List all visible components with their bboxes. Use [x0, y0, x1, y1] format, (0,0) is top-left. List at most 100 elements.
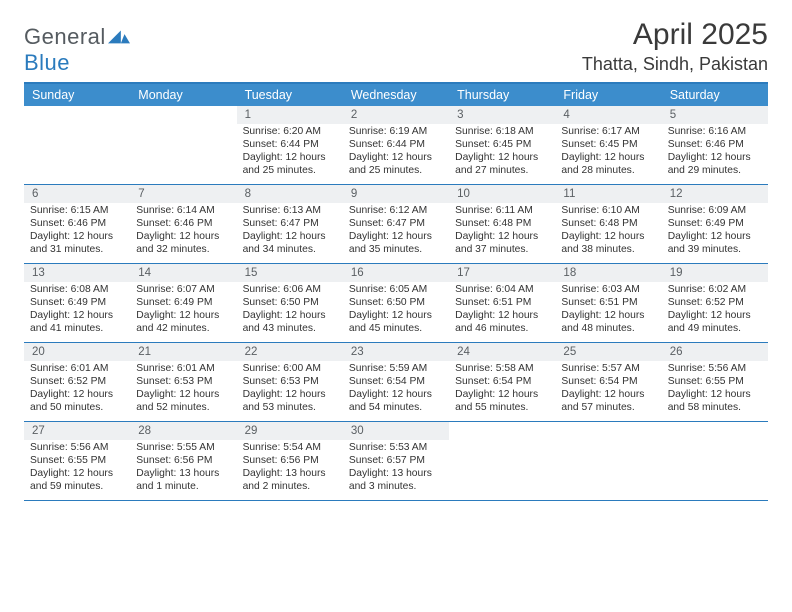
day-details: Sunrise: 6:02 AMSunset: 6:52 PMDaylight:…	[662, 284, 768, 339]
day-of-week: Thursday	[449, 84, 555, 106]
logo-word1: General	[24, 24, 106, 49]
day-cell: 19Sunrise: 6:02 AMSunset: 6:52 PMDayligh…	[662, 264, 768, 342]
daylight-text: Daylight: 12 hours and 29 minutes.	[668, 152, 762, 178]
daylight-text: Daylight: 12 hours and 52 minutes.	[136, 389, 230, 415]
day-number: 29	[237, 422, 343, 440]
day-cell: 8Sunrise: 6:13 AMSunset: 6:47 PMDaylight…	[237, 185, 343, 263]
day-number: 10	[449, 185, 555, 203]
daylight-text: Daylight: 12 hours and 28 minutes.	[561, 152, 655, 178]
day-number: 16	[343, 264, 449, 282]
day-number: 25	[555, 343, 661, 361]
day-details: Sunrise: 6:11 AMSunset: 6:48 PMDaylight:…	[449, 205, 555, 260]
day-number: 21	[130, 343, 236, 361]
day-cell: 22Sunrise: 6:00 AMSunset: 6:53 PMDayligh…	[237, 343, 343, 421]
daylight-text: Daylight: 12 hours and 59 minutes.	[30, 468, 124, 494]
logo-mark-icon	[106, 24, 130, 49]
day-of-week: Tuesday	[237, 84, 343, 106]
sunrise-text: Sunrise: 6:08 AM	[30, 284, 124, 297]
day-cell: 18Sunrise: 6:03 AMSunset: 6:51 PMDayligh…	[555, 264, 661, 342]
sunrise-text: Sunrise: 5:56 AM	[30, 442, 124, 455]
day-of-week: Sunday	[24, 84, 130, 106]
sunset-text: Sunset: 6:48 PM	[455, 218, 549, 231]
daylight-text: Daylight: 12 hours and 31 minutes.	[30, 231, 124, 257]
daylight-text: Daylight: 12 hours and 27 minutes.	[455, 152, 549, 178]
day-cell: 2Sunrise: 6:19 AMSunset: 6:44 PMDaylight…	[343, 106, 449, 184]
daylight-text: Daylight: 12 hours and 41 minutes.	[30, 310, 124, 336]
day-details: Sunrise: 6:01 AMSunset: 6:53 PMDaylight:…	[130, 363, 236, 418]
calendar: SundayMondayTuesdayWednesdayThursdayFrid…	[24, 82, 768, 501]
day-cell: 1Sunrise: 6:20 AMSunset: 6:44 PMDaylight…	[237, 106, 343, 184]
day-cell: 30 Sunrise: 5:53 AMSunset: 6:57 PMDayligh…	[343, 422, 449, 500]
empty-cell	[24, 106, 130, 184]
day-cell: 26Sunrise: 5:56 AMSunset: 6:55 PMDayligh…	[662, 343, 768, 421]
daylight-text: Daylight: 12 hours and 53 minutes.	[243, 389, 337, 415]
sunset-text: Sunset: 6:53 PM	[136, 376, 230, 389]
sunrise-text: Sunrise: 6:11 AM	[455, 205, 549, 218]
sunrise-text: Sunrise: 6:05 AM	[349, 284, 443, 297]
daylight-text: Daylight: 12 hours and 48 minutes.	[561, 310, 655, 336]
day-number: 26	[662, 343, 768, 361]
sunset-text: Sunset: 6:51 PM	[455, 297, 549, 310]
day-details: Sunrise: 6:14 AMSunset: 6:46 PMDaylight:…	[130, 205, 236, 260]
sunset-text: Sunset: 6:44 PM	[243, 139, 337, 152]
daylight-text: Daylight: 12 hours and 37 minutes.	[455, 231, 549, 257]
sunset-text: Sunset: 6:54 PM	[455, 376, 549, 389]
daylight-text: Daylight: 12 hours and 34 minutes.	[243, 231, 337, 257]
day-number: 13	[24, 264, 130, 282]
sunrise-text: Sunrise: 6:00 AM	[243, 363, 337, 376]
empty-cell	[449, 422, 555, 500]
title-block: April 2025 Thatta, Sindh, Pakistan	[582, 18, 768, 75]
day-of-week: Saturday	[662, 84, 768, 106]
day-cell: 16 Sunrise: 6:05 AMSunset: 6:50 PMDayligh…	[343, 264, 449, 342]
daylight-text: Daylight: 13 hours and 2 minutes.	[243, 468, 337, 494]
sunrise-text: Sunrise: 6:19 AM	[349, 126, 443, 139]
sunrise-text: Sunrise: 5:55 AM	[136, 442, 230, 455]
day-of-week: Wednesday	[343, 84, 449, 106]
sunset-text: Sunset: 6:44 PM	[349, 139, 443, 152]
day-number: 17	[449, 264, 555, 282]
day-number: 20	[24, 343, 130, 361]
sunset-text: Sunset: 6:48 PM	[561, 218, 655, 231]
sunset-text: Sunset: 6:51 PM	[561, 297, 655, 310]
sunrise-text: Sunrise: 6:02 AM	[668, 284, 762, 297]
day-details: Sunrise: 6:12 AMSunset: 6:47 PMDaylight:…	[343, 205, 449, 260]
day-number: 8	[237, 185, 343, 203]
day-details: Sunrise: 5:54 AMSunset: 6:56 PMDaylight:…	[237, 442, 343, 497]
day-cell: 20Sunrise: 6:01 AMSunset: 6:52 PMDayligh…	[24, 343, 130, 421]
week-row: 13Sunrise: 6:08 AMSunset: 6:49 PMDayligh…	[24, 264, 768, 343]
day-details: Sunrise: 5:55 AMSunset: 6:56 PMDaylight:…	[130, 442, 236, 497]
day-details: Sunrise: 6:05 AMSunset: 6:50 PMDaylight:…	[343, 284, 449, 339]
sunset-text: Sunset: 6:52 PM	[668, 297, 762, 310]
sunset-text: Sunset: 6:54 PM	[349, 376, 443, 389]
sunset-text: Sunset: 6:54 PM	[561, 376, 655, 389]
daylight-text: Daylight: 13 hours and 3 minutes.	[349, 468, 443, 494]
day-cell: 25Sunrise: 5:57 AMSunset: 6:54 PMDayligh…	[555, 343, 661, 421]
logo-word2: Blue	[24, 50, 70, 75]
sunset-text: Sunset: 6:47 PM	[243, 218, 337, 231]
day-cell: 7Sunrise: 6:14 AMSunset: 6:46 PMDaylight…	[130, 185, 236, 263]
daylight-text: Daylight: 12 hours and 46 minutes.	[455, 310, 549, 336]
weeks-grid: 1Sunrise: 6:20 AMSunset: 6:44 PMDaylight…	[24, 106, 768, 501]
daylight-text: Daylight: 12 hours and 32 minutes.	[136, 231, 230, 257]
sunset-text: Sunset: 6:55 PM	[668, 376, 762, 389]
day-details: Sunrise: 5:53 AMSunset: 6:57 PMDaylight:…	[343, 442, 449, 497]
daylight-text: Daylight: 12 hours and 57 minutes.	[561, 389, 655, 415]
sunset-text: Sunset: 6:49 PM	[136, 297, 230, 310]
day-details: Sunrise: 6:09 AMSunset: 6:49 PMDaylight:…	[662, 205, 768, 260]
day-number: 30	[343, 422, 449, 440]
daylight-text: Daylight: 12 hours and 43 minutes.	[243, 310, 337, 336]
day-details: Sunrise: 6:08 AMSunset: 6:49 PMDaylight:…	[24, 284, 130, 339]
day-of-week-row: SundayMondayTuesdayWednesdayThursdayFrid…	[24, 84, 768, 106]
day-number: 6	[24, 185, 130, 203]
sunrise-text: Sunrise: 6:15 AM	[30, 205, 124, 218]
empty-cell	[555, 422, 661, 500]
day-details: Sunrise: 6:17 AMSunset: 6:45 PMDaylight:…	[555, 126, 661, 181]
sunset-text: Sunset: 6:49 PM	[30, 297, 124, 310]
day-cell: 21 Sunrise: 6:01 AMSunset: 6:53 PMDayligh…	[130, 343, 236, 421]
month-title: April 2025	[582, 18, 768, 52]
sunset-text: Sunset: 6:49 PM	[668, 218, 762, 231]
day-number: 12	[662, 185, 768, 203]
week-row: 6Sunrise: 6:15 AMSunset: 6:46 PMDaylight…	[24, 185, 768, 264]
sunset-text: Sunset: 6:55 PM	[30, 455, 124, 468]
daylight-text: Daylight: 12 hours and 58 minutes.	[668, 389, 762, 415]
